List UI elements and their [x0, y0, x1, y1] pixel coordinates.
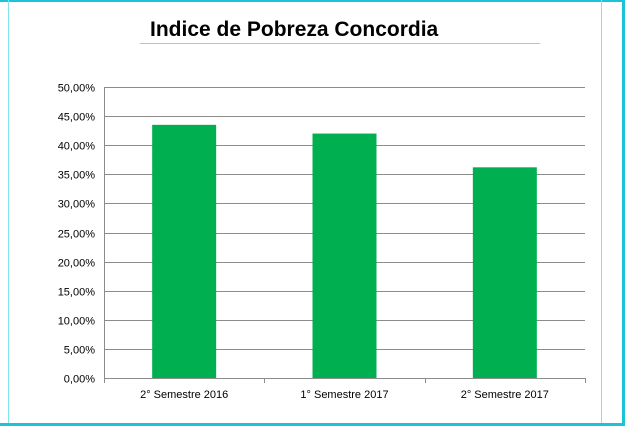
y-tick-label: 20,00% — [58, 258, 96, 270]
bar — [472, 167, 537, 378]
y-tick-label: 15,00% — [58, 287, 96, 299]
y-tick-label: 35,00% — [58, 170, 96, 182]
x-category-label: 2° Semestre 2017 — [461, 389, 549, 401]
y-tick-label: 0,00% — [64, 374, 95, 386]
frame-top-border — [0, 0, 625, 2]
frame-bottom-border — [0, 423, 625, 426]
y-tick-label: 40,00% — [58, 141, 96, 153]
y-tick-label: 5,00% — [64, 345, 95, 357]
title-underline — [140, 43, 540, 44]
y-tick-label: 10,00% — [58, 316, 96, 328]
x-category-label: 2° Semestre 2016 — [140, 389, 228, 401]
y-tick-label: 50,00% — [58, 83, 96, 95]
chart-title: Indice de Pobreza Concordia — [150, 18, 439, 41]
frame-right-border — [622, 0, 625, 426]
x-category-label: 1° Semestre 2017 — [300, 389, 388, 401]
y-tick-label: 30,00% — [58, 199, 96, 211]
bar — [312, 133, 377, 378]
y-tick-label: 45,00% — [58, 112, 96, 124]
bar — [152, 124, 217, 378]
chart-area-left-edge — [8, 0, 9, 426]
y-tick-label: 25,00% — [58, 229, 96, 241]
chart-area-right-edge — [601, 0, 602, 426]
